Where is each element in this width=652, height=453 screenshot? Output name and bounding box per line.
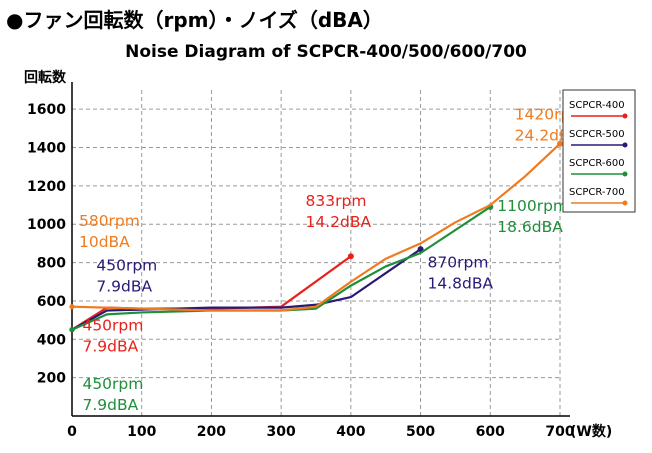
data-annotation: 870rpm 14.8dBA	[428, 253, 494, 292]
chart-title: Noise Diagram of SCPCR-400/500/600/700	[125, 42, 527, 62]
annotation-line: 14.2dBA	[306, 213, 372, 231]
legend-label: SCPCR-500	[569, 129, 625, 140]
x-tick-label: 300	[267, 424, 296, 440]
legend: SCPCR-400 SCPCR-500 SCPCR-600 SCPCR-700	[562, 89, 636, 213]
series-end-point	[347, 253, 354, 260]
annotation-line: 450rpm	[82, 317, 143, 335]
legend-box	[562, 89, 636, 213]
y-tick-label: 1600	[27, 102, 66, 118]
annotation-line: 18.6dBA	[497, 218, 563, 236]
y-axis-label: 回転数	[24, 69, 67, 86]
y-tick-label: 1400	[27, 141, 66, 157]
x-tick-label: 400	[336, 424, 365, 440]
annotation-line: 10dBA	[79, 233, 130, 251]
y-tick-label: 800	[37, 256, 66, 272]
x-tick-label: 200	[197, 424, 226, 440]
annotation-line: 7.9dBA	[82, 396, 138, 414]
data-annotation: 450rpm 7.9dBA	[82, 375, 143, 414]
y-tick-label: 1200	[27, 179, 66, 195]
y-tick-label: 400	[37, 332, 66, 348]
x-axis-label: (W数)	[570, 423, 612, 440]
annotation-line: 870rpm	[428, 253, 489, 271]
page-title: ●ファン回転数（rpm）・ノイズ（dBA）	[6, 8, 383, 32]
annotation-line: 7.9dBA	[96, 277, 152, 295]
x-tick-label: 0	[67, 424, 77, 440]
x-tick-label: 500	[406, 424, 435, 440]
series-start-point	[69, 327, 75, 333]
y-tick-label: 200	[37, 371, 66, 387]
x-tick-label: 100	[127, 424, 156, 440]
annotation-line: 7.9dBA	[82, 338, 138, 356]
annotation-line: 14.8dBA	[428, 274, 494, 292]
legend-swatch-dot	[622, 142, 628, 148]
data-annotation: 580rpm 10dBA	[79, 212, 140, 251]
series-line-scpcr-600	[71, 206, 491, 331]
annotation-line: 580rpm	[79, 212, 140, 230]
series	[69, 140, 563, 333]
data-annotation: 1100rpm 18.6dBA	[497, 197, 568, 236]
series-end-point	[557, 140, 563, 147]
annotation-line: 833rpm	[306, 192, 367, 210]
data-annotation: 450rpm 7.9dBA	[82, 317, 143, 356]
legend-swatch-dot	[622, 113, 628, 119]
data-annotation: 450rpm 7.9dBA	[96, 256, 157, 295]
x-tick-label: 600	[476, 424, 505, 440]
y-tick-label: 600	[37, 294, 66, 310]
legend-swatch-dot	[622, 171, 628, 177]
annotation-line: 450rpm	[96, 256, 157, 274]
axes: 200 400 600 800 1000 1200 1400 1600 0 100 200 300 40…	[24, 69, 612, 440]
legend-swatch-dot	[622, 200, 628, 206]
legend-label: SCPCR-600	[569, 158, 625, 169]
annotation-line: 1100rpm	[497, 197, 568, 215]
legend-label: SCPCR-700	[569, 187, 625, 198]
legend-label: SCPCR-400	[569, 100, 625, 111]
series-line-scpcr-500	[71, 248, 422, 331]
series-end-point	[417, 246, 424, 253]
annotation-line: 450rpm	[82, 375, 143, 393]
data-annotation: 833rpm 14.2dBA	[306, 192, 372, 231]
annotations: 580rpm10dBA450rpm7.9dBA450rpm7.9dBA450rp…	[79, 106, 585, 414]
x-tick-label: 700	[545, 424, 574, 440]
series-start-point	[69, 304, 75, 310]
y-tick-label: 1000	[27, 217, 66, 233]
series-line-scpcr-700	[71, 142, 561, 312]
